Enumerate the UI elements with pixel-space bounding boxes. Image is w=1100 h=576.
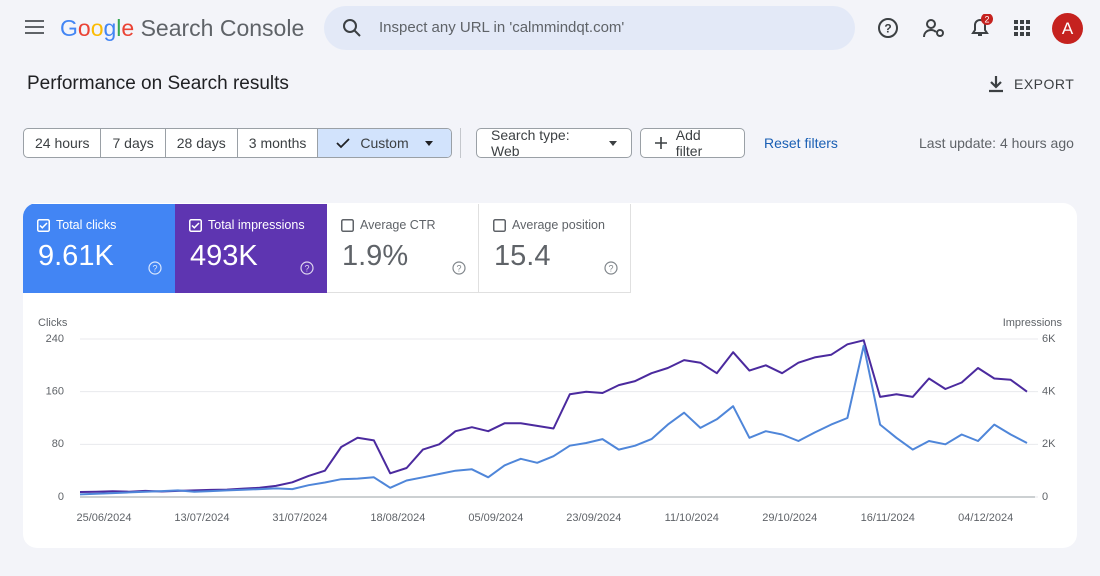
notifications-icon[interactable]: 2: [968, 14, 998, 40]
y-axis-title: Clicks: [38, 317, 68, 329]
y2-tick-label: 4K: [1042, 386, 1056, 398]
date-range-button[interactable]: 7 days: [101, 129, 166, 157]
y2-tick-label: 2K: [1042, 438, 1056, 450]
y-tick-label: 80: [52, 438, 64, 450]
help-icon: ?: [148, 261, 162, 280]
chart: Clicks Impressions 0 80 160 240 0 2K 4K 6K 25/06/2…: [38, 317, 1063, 524]
x-tick-label: 11/10/2024: [665, 512, 719, 524]
y-tick-label: 240: [46, 333, 64, 345]
series-line: [79, 344, 1028, 496]
date-range-label: Custom: [360, 135, 409, 151]
x-tick-label: 04/12/2024: [958, 512, 1013, 524]
x-tick-label: 29/10/2024: [762, 512, 817, 524]
export-label: EXPORT: [1014, 76, 1075, 92]
dropdown-arrow: [424, 140, 433, 146]
metric-label: Total clicks: [56, 218, 117, 232]
search-icon: [343, 19, 361, 37]
check-icon: [336, 137, 351, 148]
date-range-button[interactable]: 3 months: [238, 129, 319, 157]
metric-label-row: Average CTR: [341, 218, 464, 232]
svg-text:?: ?: [152, 264, 157, 274]
metric-label: Average CTR: [360, 218, 436, 232]
metric-value: 493K: [190, 240, 258, 272]
notification-count: 2: [984, 15, 989, 25]
metric-value: 9.61K: [38, 240, 114, 272]
series-line: [79, 339, 1028, 493]
help-icon: ?: [300, 261, 314, 280]
search-type-label: Search type: Web: [491, 127, 570, 159]
users-icon[interactable]: [922, 17, 946, 39]
add-filter-button[interactable]: Add filter: [640, 127, 745, 159]
metric-card[interactable]: Total clicks 9.61K?: [23, 204, 175, 293]
date-range-label: 3 months: [248, 135, 307, 151]
avatar-letter: A: [1061, 18, 1074, 38]
x-tick-label: 31/07/2024: [272, 512, 327, 524]
search-box[interactable]: Inspect any URL in 'calmmindqt.com': [324, 6, 855, 50]
help-icon: ?: [452, 261, 466, 280]
y-tick-label: 0: [58, 491, 64, 503]
add-filter-label: Add filter: [675, 127, 703, 159]
y2-axis-title: Impressions: [1003, 317, 1063, 329]
avatar[interactable]: A: [1052, 13, 1083, 44]
metric-card[interactable]: Average position 15.4?: [479, 204, 631, 293]
y-tick-label: 160: [46, 386, 64, 398]
svg-text:?: ?: [608, 264, 613, 274]
export-button[interactable]: EXPORT: [988, 75, 1074, 93]
date-range-group: 24 hours 7 days 28 days 3 months Custom: [23, 128, 452, 158]
checkbox-checked: [37, 218, 50, 232]
dropdown-arrow: [609, 140, 617, 146]
reset-filters[interactable]: Reset filters: [764, 135, 838, 151]
y2-tick-label: 6K: [1042, 333, 1056, 345]
x-tick-label: 16/11/2024: [861, 512, 915, 524]
svg-text:?: ?: [456, 264, 461, 274]
metric-label-row: Average position: [493, 218, 616, 232]
metric-value: 1.9%: [342, 240, 409, 272]
divider: [460, 128, 461, 158]
search-type-button[interactable]: Search type: Web: [476, 127, 632, 159]
svg-text:?: ?: [884, 22, 891, 36]
performance-card: Total clicks 9.61K? Total impressions 493K?…: [23, 203, 1077, 548]
metric-label-row: Total impressions: [189, 218, 312, 232]
y2-tick-label: 0: [1042, 491, 1048, 503]
checkbox-checked: [189, 218, 202, 232]
x-tick-label: 23/09/2024: [566, 512, 621, 524]
x-tick-label: 25/06/2024: [76, 512, 131, 524]
help-icon[interactable]: ?: [877, 17, 899, 39]
last-update: Last update: 4 hours ago: [919, 135, 1074, 151]
checkbox: [493, 218, 506, 232]
download-icon: [989, 76, 1003, 93]
checkbox: [341, 218, 354, 232]
metric-label-row: Total clicks: [37, 218, 160, 232]
logo-product: Search Console: [140, 15, 305, 41]
apps-icon[interactable]: [1013, 19, 1031, 37]
x-tick-label: 05/09/2024: [468, 512, 523, 524]
page-title: Performance on Search results: [27, 73, 289, 94]
date-range-label: 7 days: [112, 135, 154, 151]
menu-icon[interactable]: [24, 18, 46, 36]
plus-icon: [655, 137, 667, 149]
svg-text:?: ?: [304, 264, 309, 274]
date-range-button[interactable]: 24 hours: [24, 129, 102, 157]
metric-label: Average position: [512, 218, 605, 232]
date-range-label: 24 hours: [35, 135, 90, 151]
x-tick-label: 13/07/2024: [174, 512, 229, 524]
help-icon: ?: [604, 261, 618, 280]
metric-label: Total impressions: [208, 218, 305, 232]
date-range-button[interactable]: Custom: [318, 129, 451, 157]
search-placeholder: Inspect any URL in 'calmmindqt.com': [379, 19, 625, 36]
metric-cards: Total clicks 9.61K? Total impressions 493K?…: [23, 204, 631, 293]
x-tick-label: 18/08/2024: [370, 512, 425, 524]
logo-google: Google: [60, 15, 135, 41]
metric-card[interactable]: Average CTR 1.9%?: [327, 204, 479, 293]
metric-card[interactable]: Total impressions 493K?: [175, 204, 327, 293]
metric-value: 15.4: [494, 240, 551, 272]
date-range-button[interactable]: 28 days: [166, 129, 238, 157]
logo[interactable]: Google Search Console: [60, 15, 304, 42]
date-range-label: 28 days: [176, 135, 226, 151]
